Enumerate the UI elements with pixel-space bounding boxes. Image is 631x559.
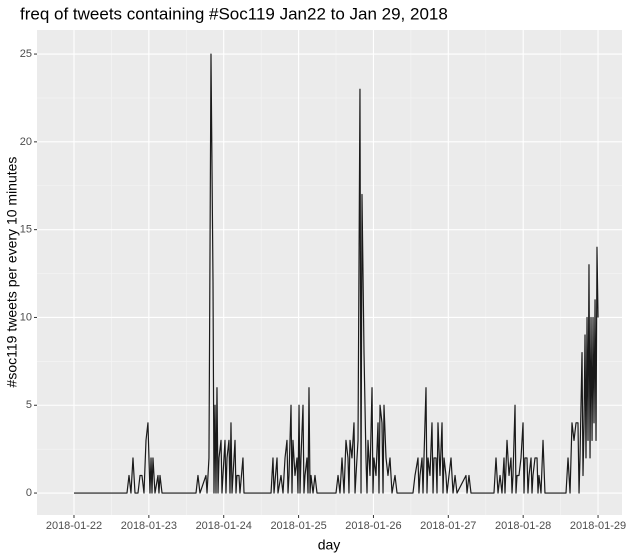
- y-tick-label: 20: [20, 136, 32, 148]
- y-tick-label: 5: [26, 399, 32, 411]
- chart-title: freq of tweets containing #Soc119 Jan22 …: [20, 4, 448, 23]
- plot-panel: [37, 30, 622, 515]
- x-tick-label: 2018-01-27: [420, 520, 476, 532]
- y-tick-label: 25: [20, 48, 32, 60]
- panel-background: [37, 30, 622, 515]
- y-tick-label: 15: [20, 224, 32, 236]
- x-tick-label: 2018-01-28: [495, 520, 551, 532]
- x-tick-label: 2018-01-26: [345, 520, 401, 532]
- line: [73, 53, 599, 494]
- y-tick-label: 10: [20, 311, 32, 323]
- y-tick-label: 0: [26, 487, 32, 499]
- x-tick-label: 2018-01-25: [270, 520, 326, 532]
- x-tick-label: 2018-01-24: [196, 520, 252, 532]
- y-axis-label: #soc119 tweets per every 10 minutes: [4, 157, 20, 388]
- x-tick-label: 2018-01-22: [46, 520, 102, 532]
- x-tick-label: 2018-01-23: [121, 520, 177, 532]
- x-axis-label: day: [318, 537, 341, 553]
- x-tick-label: 2018-01-29: [570, 520, 626, 532]
